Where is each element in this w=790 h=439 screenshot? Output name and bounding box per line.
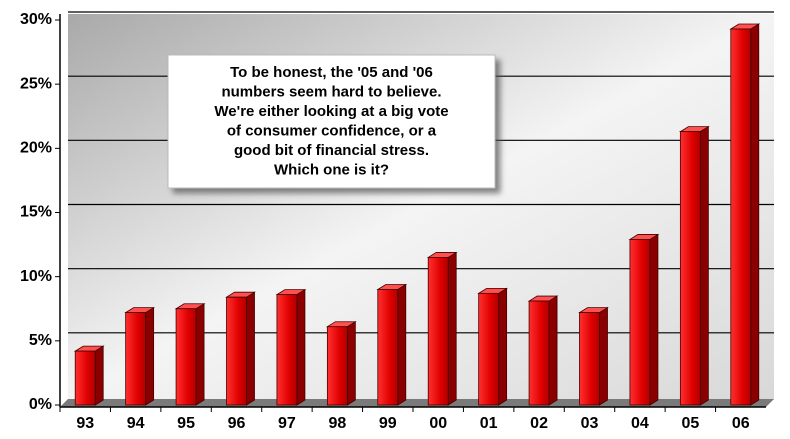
annotation-line: To be honest, the '05 and '06 (230, 64, 433, 81)
chart-layer: 0% 5% 10% 15% 20% 25% 30% 93 94 95 96 97 98 99 00 01 02 0… (20, 11, 774, 432)
bar (629, 239, 651, 406)
x-tick-label: 98 (328, 415, 346, 432)
bar-side (699, 125, 709, 406)
bar (175, 308, 197, 406)
bar (528, 300, 550, 406)
bar-side (599, 306, 608, 406)
bar-side (649, 233, 659, 406)
bar (326, 326, 348, 406)
y-tick-label: 15% (20, 204, 52, 221)
floor (60, 399, 774, 407)
annotation-box (167, 54, 496, 189)
bar (377, 289, 399, 406)
x-tick-label: 00 (429, 415, 447, 432)
bar (478, 292, 500, 406)
x-tick-label: 01 (480, 415, 498, 432)
x-tick-label: 03 (581, 415, 599, 432)
y-tick-label: 25% (20, 75, 52, 92)
annotation-line: good bit of financial stress. (234, 142, 429, 159)
bar-side (447, 251, 457, 406)
annotation-line: of consumer confidence, or a (227, 122, 437, 139)
x-tick-label: 97 (278, 415, 296, 432)
x-tick-label: 04 (631, 415, 649, 432)
bar-side (296, 288, 306, 406)
x-tick-label: 05 (681, 415, 699, 432)
bar-side (195, 303, 205, 406)
annotation-line: numbers seem hard to believe. (221, 83, 441, 100)
x-tick-label: 96 (228, 415, 246, 432)
y-tick-label: 5% (29, 332, 52, 349)
bar-side (346, 320, 356, 406)
bar-side (548, 295, 558, 406)
bar (125, 312, 147, 406)
bar-side (94, 345, 104, 406)
x-tick-label: 95 (177, 415, 195, 432)
annotation-line: We're either looking at a big vote (214, 103, 448, 120)
x-tick-label: 06 (732, 415, 750, 432)
x-tick-label: 94 (127, 415, 145, 432)
bar-side (750, 23, 760, 406)
y-tick-label: 20% (20, 140, 52, 157)
bar (276, 294, 298, 406)
y-tick-label: 0% (29, 396, 52, 413)
y-tick-label: 30% (20, 11, 52, 28)
y-tick-label: 10% (20, 268, 52, 285)
bar (679, 131, 701, 406)
annotation-line: Which one is it? (274, 161, 389, 178)
bar (427, 257, 449, 406)
bar (226, 296, 247, 406)
bar-side (397, 283, 407, 406)
bar (74, 350, 96, 406)
x-tick-label: 99 (379, 415, 397, 432)
x-tick-label: 02 (530, 415, 548, 432)
bar-side (498, 287, 508, 406)
bar (579, 312, 600, 406)
x-tick-label: 93 (76, 415, 94, 432)
bar (730, 28, 752, 406)
bar-side (145, 306, 155, 406)
bar-side (246, 291, 255, 406)
